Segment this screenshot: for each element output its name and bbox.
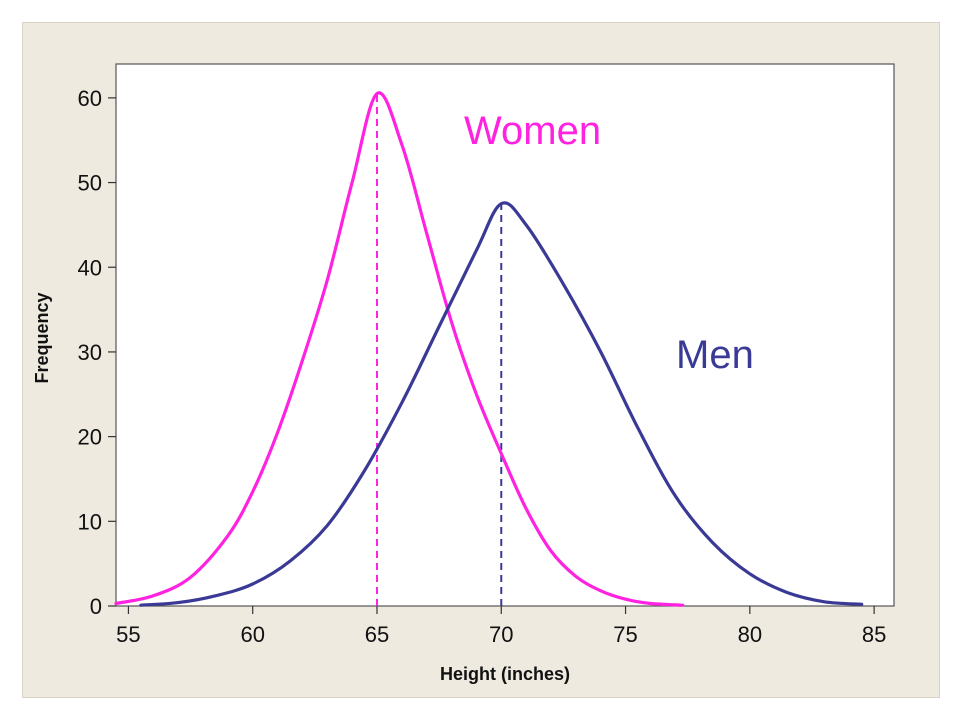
- plot-area: [115, 63, 895, 607]
- y-tick-label: 0: [90, 594, 102, 619]
- y-tick-label: 50: [78, 171, 102, 196]
- y-tick-label: 10: [78, 509, 102, 534]
- series-line-women: [114, 91, 685, 607]
- y-tick-label: 60: [78, 86, 102, 111]
- y-tick-label: 30: [78, 340, 102, 365]
- x-tick-label: 55: [116, 622, 140, 647]
- x-tick-label: 70: [489, 622, 513, 647]
- x-tick-label: 65: [365, 622, 389, 647]
- y-tick-label: 40: [78, 255, 102, 280]
- women-series-label: Women: [464, 109, 601, 153]
- men-series-label: Men: [676, 333, 754, 377]
- x-tick-label: 75: [613, 622, 637, 647]
- y-tick-label: 20: [78, 425, 102, 450]
- series-layer: [114, 91, 864, 607]
- series-line-men: [139, 201, 864, 607]
- x-tick-label: 85: [862, 622, 886, 647]
- y-axis-title: Frequency: [32, 292, 52, 383]
- x-tick-label: 80: [738, 622, 762, 647]
- x-axis-title: Height (inches): [440, 664, 570, 684]
- x-axis: 55 60 65 70 75 80 85: [116, 606, 886, 647]
- x-tick-label: 60: [240, 622, 264, 647]
- y-axis: 0 10 20 30 40 50 60: [78, 86, 116, 619]
